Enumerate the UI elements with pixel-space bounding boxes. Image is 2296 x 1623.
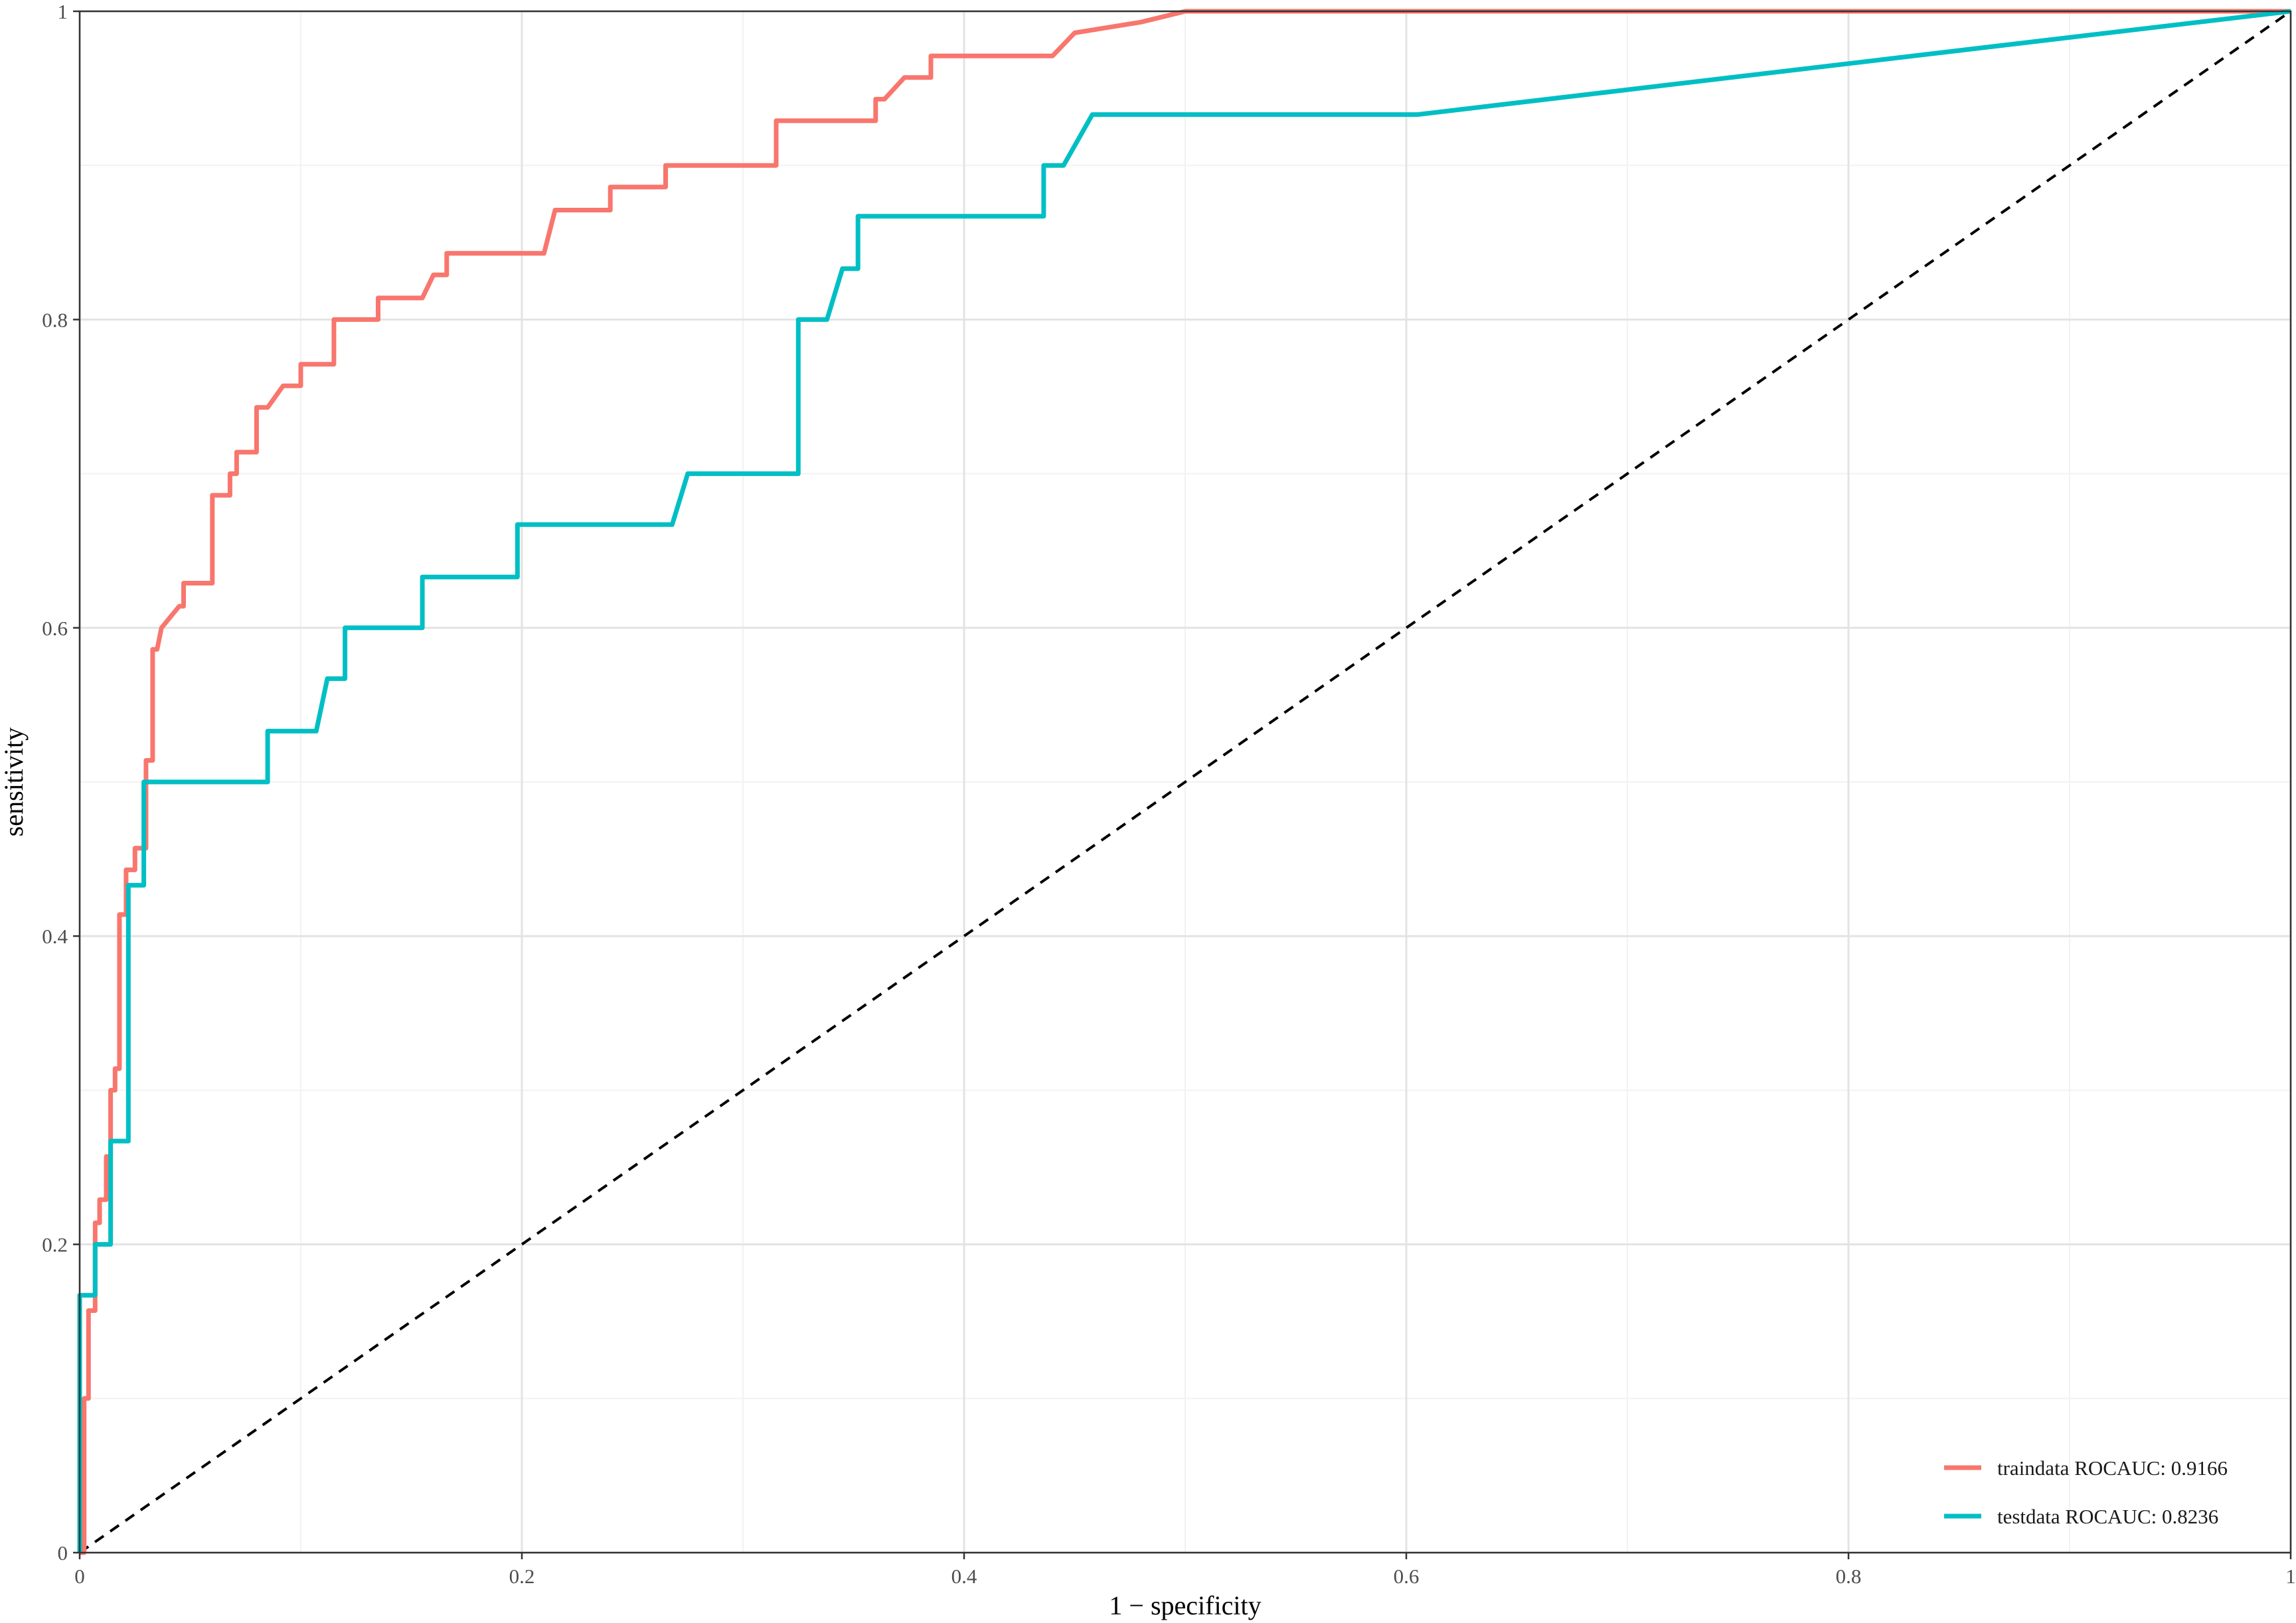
legend-label-traindata: traindata ROCAUC: 0.9166	[1997, 1456, 2228, 1480]
y-axis-ticks: 0 0.2 0.4 0.6 0.8 1	[42, 0, 80, 1565]
series-line-traindata	[80, 9, 2291, 1555]
series-layer	[77, 9, 2291, 1555]
x-tick-label-0: 0	[74, 1565, 85, 1588]
y-tick-label-5: 1	[58, 0, 68, 23]
x-axis-title: 1 − specificity	[1109, 1590, 1261, 1620]
y-tick-label-4: 0.8	[42, 308, 68, 331]
plot-border	[78, 10, 2292, 1554]
reference-diagonal-line	[78, 10, 2292, 1554]
y-tick-label-3: 0.6	[42, 617, 68, 640]
x-tick-label-5: 1	[2285, 1565, 2296, 1588]
y-axis-title: sensitivity	[0, 728, 29, 836]
x-tick-label-2: 0.4	[951, 1565, 977, 1588]
legend: traindata ROCAUC: 0.9166 testdata ROCAUC…	[1944, 1456, 2228, 1528]
y-tick-label-2: 0.4	[42, 925, 68, 948]
minor-gridlines	[80, 11, 2291, 1553]
series-line-testdata	[77, 9, 2291, 1553]
legend-label-testdata: testdata ROCAUC: 0.8236	[1997, 1505, 2218, 1528]
y-tick-label-1: 0.2	[42, 1233, 68, 1257]
x-tick-label-1: 0.2	[509, 1565, 535, 1588]
x-tick-label-4: 0.8	[1836, 1565, 1862, 1588]
y-tick-label-0: 0	[58, 1541, 68, 1565]
x-axis-ticks: 0 0.2 0.4 0.6 0.8 1	[74, 1553, 2296, 1588]
x-tick-label-3: 0.6	[1394, 1565, 1420, 1588]
